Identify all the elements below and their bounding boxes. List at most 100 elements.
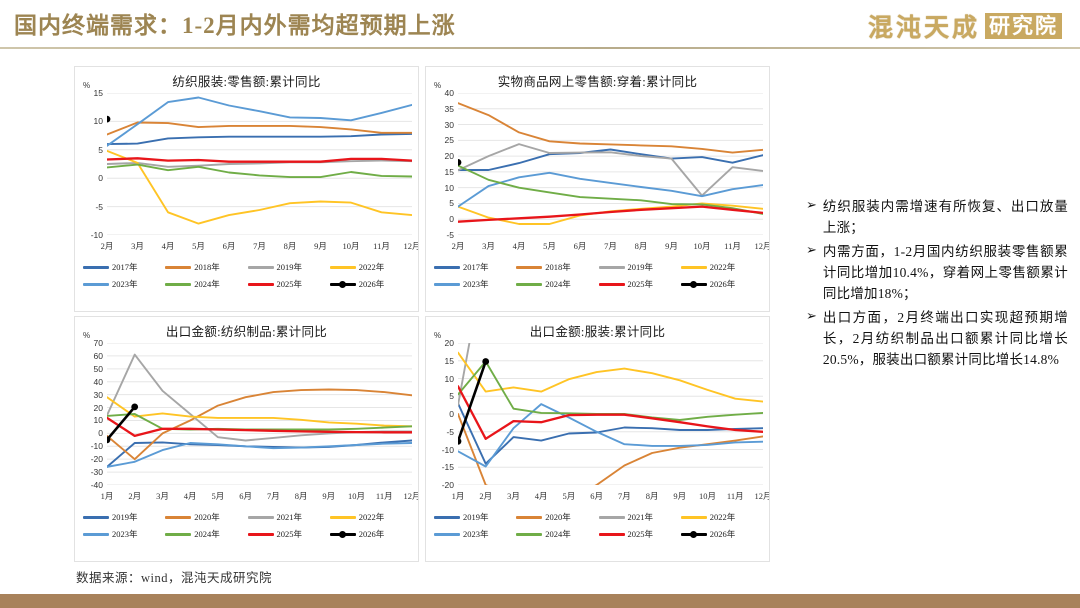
legend-item[interactable]: 2022年 [329, 511, 412, 523]
chart-plot-area [458, 93, 763, 235]
x-axis-tick: 4月 [161, 241, 175, 251]
legend-item[interactable]: 2026年 [680, 528, 763, 540]
chart-legend: 2019年 2020年 2021年 2022年 2023年 2024年 2025年 2026年 [434, 511, 763, 540]
legend-color-swatch [680, 515, 707, 519]
bullet-arrow-icon: ➢ [806, 198, 817, 213]
y-axis-tick: 20 [444, 338, 454, 348]
x-axis-tick: 11月 [726, 491, 744, 501]
legend-label: 2022年 [709, 512, 736, 522]
legend-item[interactable]: 2025年 [247, 528, 330, 540]
series-marker-2026年 [482, 358, 490, 365]
legend-item[interactable]: 2017年 [83, 261, 165, 273]
legend-color-swatch [247, 515, 274, 519]
legend-item[interactable]: 2023年 [434, 528, 516, 540]
legend-color-swatch [83, 515, 109, 519]
legend-item[interactable]: 2019年 [247, 261, 330, 273]
legend-label: 2025年 [276, 529, 303, 539]
x-axis-tick: 6月 [239, 491, 253, 501]
legend-color-swatch [680, 280, 707, 288]
x-axis-tick: 8月 [294, 491, 308, 501]
insight-item: ➢ 出口方面，2月终端出口实现超预期增长，2月纺织制品出口额累计同比增长20.5%… [806, 307, 1068, 371]
legend-item[interactable]: 2022年 [680, 511, 763, 523]
slide-header: 国内终端需求：1-2月内外需均超预期上涨 混沌天成 研究院 [0, 0, 1080, 50]
x-axis-tick: 7月 [253, 241, 266, 251]
legend-item[interactable]: 2023年 [83, 528, 165, 540]
legend-item[interactable]: 2024年 [516, 278, 598, 290]
x-axis-tick: 2月 [479, 491, 493, 501]
chart-legend: 2019年 2020年 2021年 2022年 2023年 2024年 2025年 2026年 [83, 511, 412, 540]
x-axis-tick: 1月 [100, 491, 114, 501]
series-line-2020年 [107, 388, 412, 461]
legend-item[interactable]: 2026年 [680, 278, 763, 290]
legend-item[interactable]: 2025年 [598, 528, 681, 540]
legend-label: 2019年 [112, 512, 138, 522]
chart-legend: 2017年 2018年 2019年 2022年 2023年 2024年 2025年 2026年 [83, 261, 412, 290]
header-divider [0, 47, 1080, 49]
chart-title: 纺织服装:零售额:累计同比 [172, 75, 321, 89]
legend-color-swatch [165, 532, 192, 536]
legend-label: 2020年 [194, 512, 220, 522]
legend-color-swatch [598, 515, 625, 519]
legend-color-swatch [247, 532, 274, 536]
legend-item[interactable]: 2017年 [434, 261, 516, 273]
y-axis-tick: 50 [93, 363, 103, 374]
legend-label: 2017年 [112, 262, 138, 272]
legend-color-swatch [598, 265, 625, 269]
y-axis-tick: 0 [98, 173, 103, 184]
x-axis-tick: 8月 [645, 491, 659, 501]
legend-item[interactable]: 2018年 [516, 261, 598, 273]
legend-label: 2026年 [358, 529, 385, 539]
legend-item[interactable]: 2021年 [598, 511, 681, 523]
legend-label: 2021年 [627, 512, 654, 522]
series-line-2018年 [107, 121, 412, 136]
legend-item[interactable]: 2023年 [83, 278, 165, 290]
legend-item[interactable]: 2026年 [329, 528, 412, 540]
x-axis-tick: 6月 [222, 241, 236, 251]
series-line-2025年 [107, 157, 412, 163]
x-axis-tick: 12月 [403, 241, 419, 251]
legend-item[interactable]: 2019年 [83, 511, 165, 523]
legend-item[interactable]: 2019年 [434, 511, 516, 523]
legend-label: 2017年 [463, 262, 489, 272]
x-axis-tick: 10月 [699, 491, 717, 501]
y-axis-unit-label: % [83, 81, 91, 90]
y-axis-unit-label: % [434, 81, 442, 90]
legend-label: 2019年 [627, 262, 654, 272]
series-line-2019年 [458, 402, 763, 465]
legend-item[interactable]: 2021年 [247, 511, 330, 523]
legend-color-swatch [598, 532, 625, 536]
series-line-2018年 [458, 102, 763, 154]
legend-item[interactable]: 2019年 [598, 261, 681, 273]
legend-item[interactable]: 2022年 [680, 261, 763, 273]
x-axis-tick: 5月 [211, 491, 225, 501]
legend-label: 2021年 [276, 512, 303, 522]
y-axis-unit-label: % [83, 331, 91, 340]
series-marker-2026年 [458, 437, 462, 445]
x-axis-tick: 7月 [604, 241, 617, 251]
legend-color-swatch [516, 515, 543, 519]
legend-item[interactable]: 2024年 [165, 528, 247, 540]
legend-item[interactable]: 2018年 [165, 261, 247, 273]
x-axis-tick: 6月 [590, 491, 604, 501]
legend-item[interactable]: 2025年 [598, 278, 681, 290]
legend-color-swatch [83, 282, 109, 286]
legend-color-swatch [516, 532, 543, 536]
chart-panel-export-garment: 出口金额:服装:累计同比% 20 15 10 5 0 -5 -10 -15 -20 1月 2月 3月 4月… [425, 316, 770, 562]
insights-panel: ➢ 纺织服装内需增速有所恢复、出口放量上涨； ➢ 内需方面，1-2月国内纺织服装零售额… [806, 196, 1068, 373]
legend-item[interactable]: 2023年 [434, 278, 516, 290]
legend-item[interactable]: 2020年 [516, 511, 598, 523]
legend-item[interactable]: 2024年 [165, 278, 247, 290]
y-axis-tick: 60 [93, 350, 103, 361]
y-axis-tick: -30 [90, 467, 103, 478]
legend-item[interactable]: 2026年 [329, 278, 412, 290]
y-axis: 40 35 30 25 20 15 10 5 0 -5 [426, 88, 454, 240]
chart-plot-area [107, 93, 412, 235]
legend-label: 2019年 [276, 262, 303, 272]
legend-item[interactable]: 2022年 [329, 261, 412, 273]
chart-plot-area [458, 343, 763, 485]
legend-item[interactable]: 2024年 [516, 528, 598, 540]
legend-item[interactable]: 2025年 [247, 278, 330, 290]
x-axis-tick: 9月 [314, 241, 327, 251]
legend-item[interactable]: 2020年 [165, 511, 247, 523]
x-axis-tick: 2月 [128, 491, 142, 501]
